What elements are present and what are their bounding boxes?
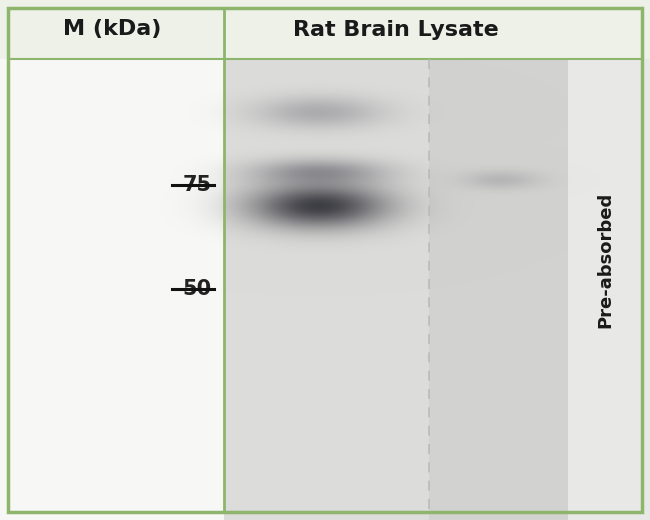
Text: 75: 75 [183, 175, 212, 194]
Text: Rat Brain Lysate: Rat Brain Lysate [293, 19, 499, 40]
Text: M (kDa): M (kDa) [63, 19, 161, 40]
Text: 50: 50 [183, 279, 212, 298]
Text: Pre-absorbed: Pre-absorbed [596, 192, 614, 328]
